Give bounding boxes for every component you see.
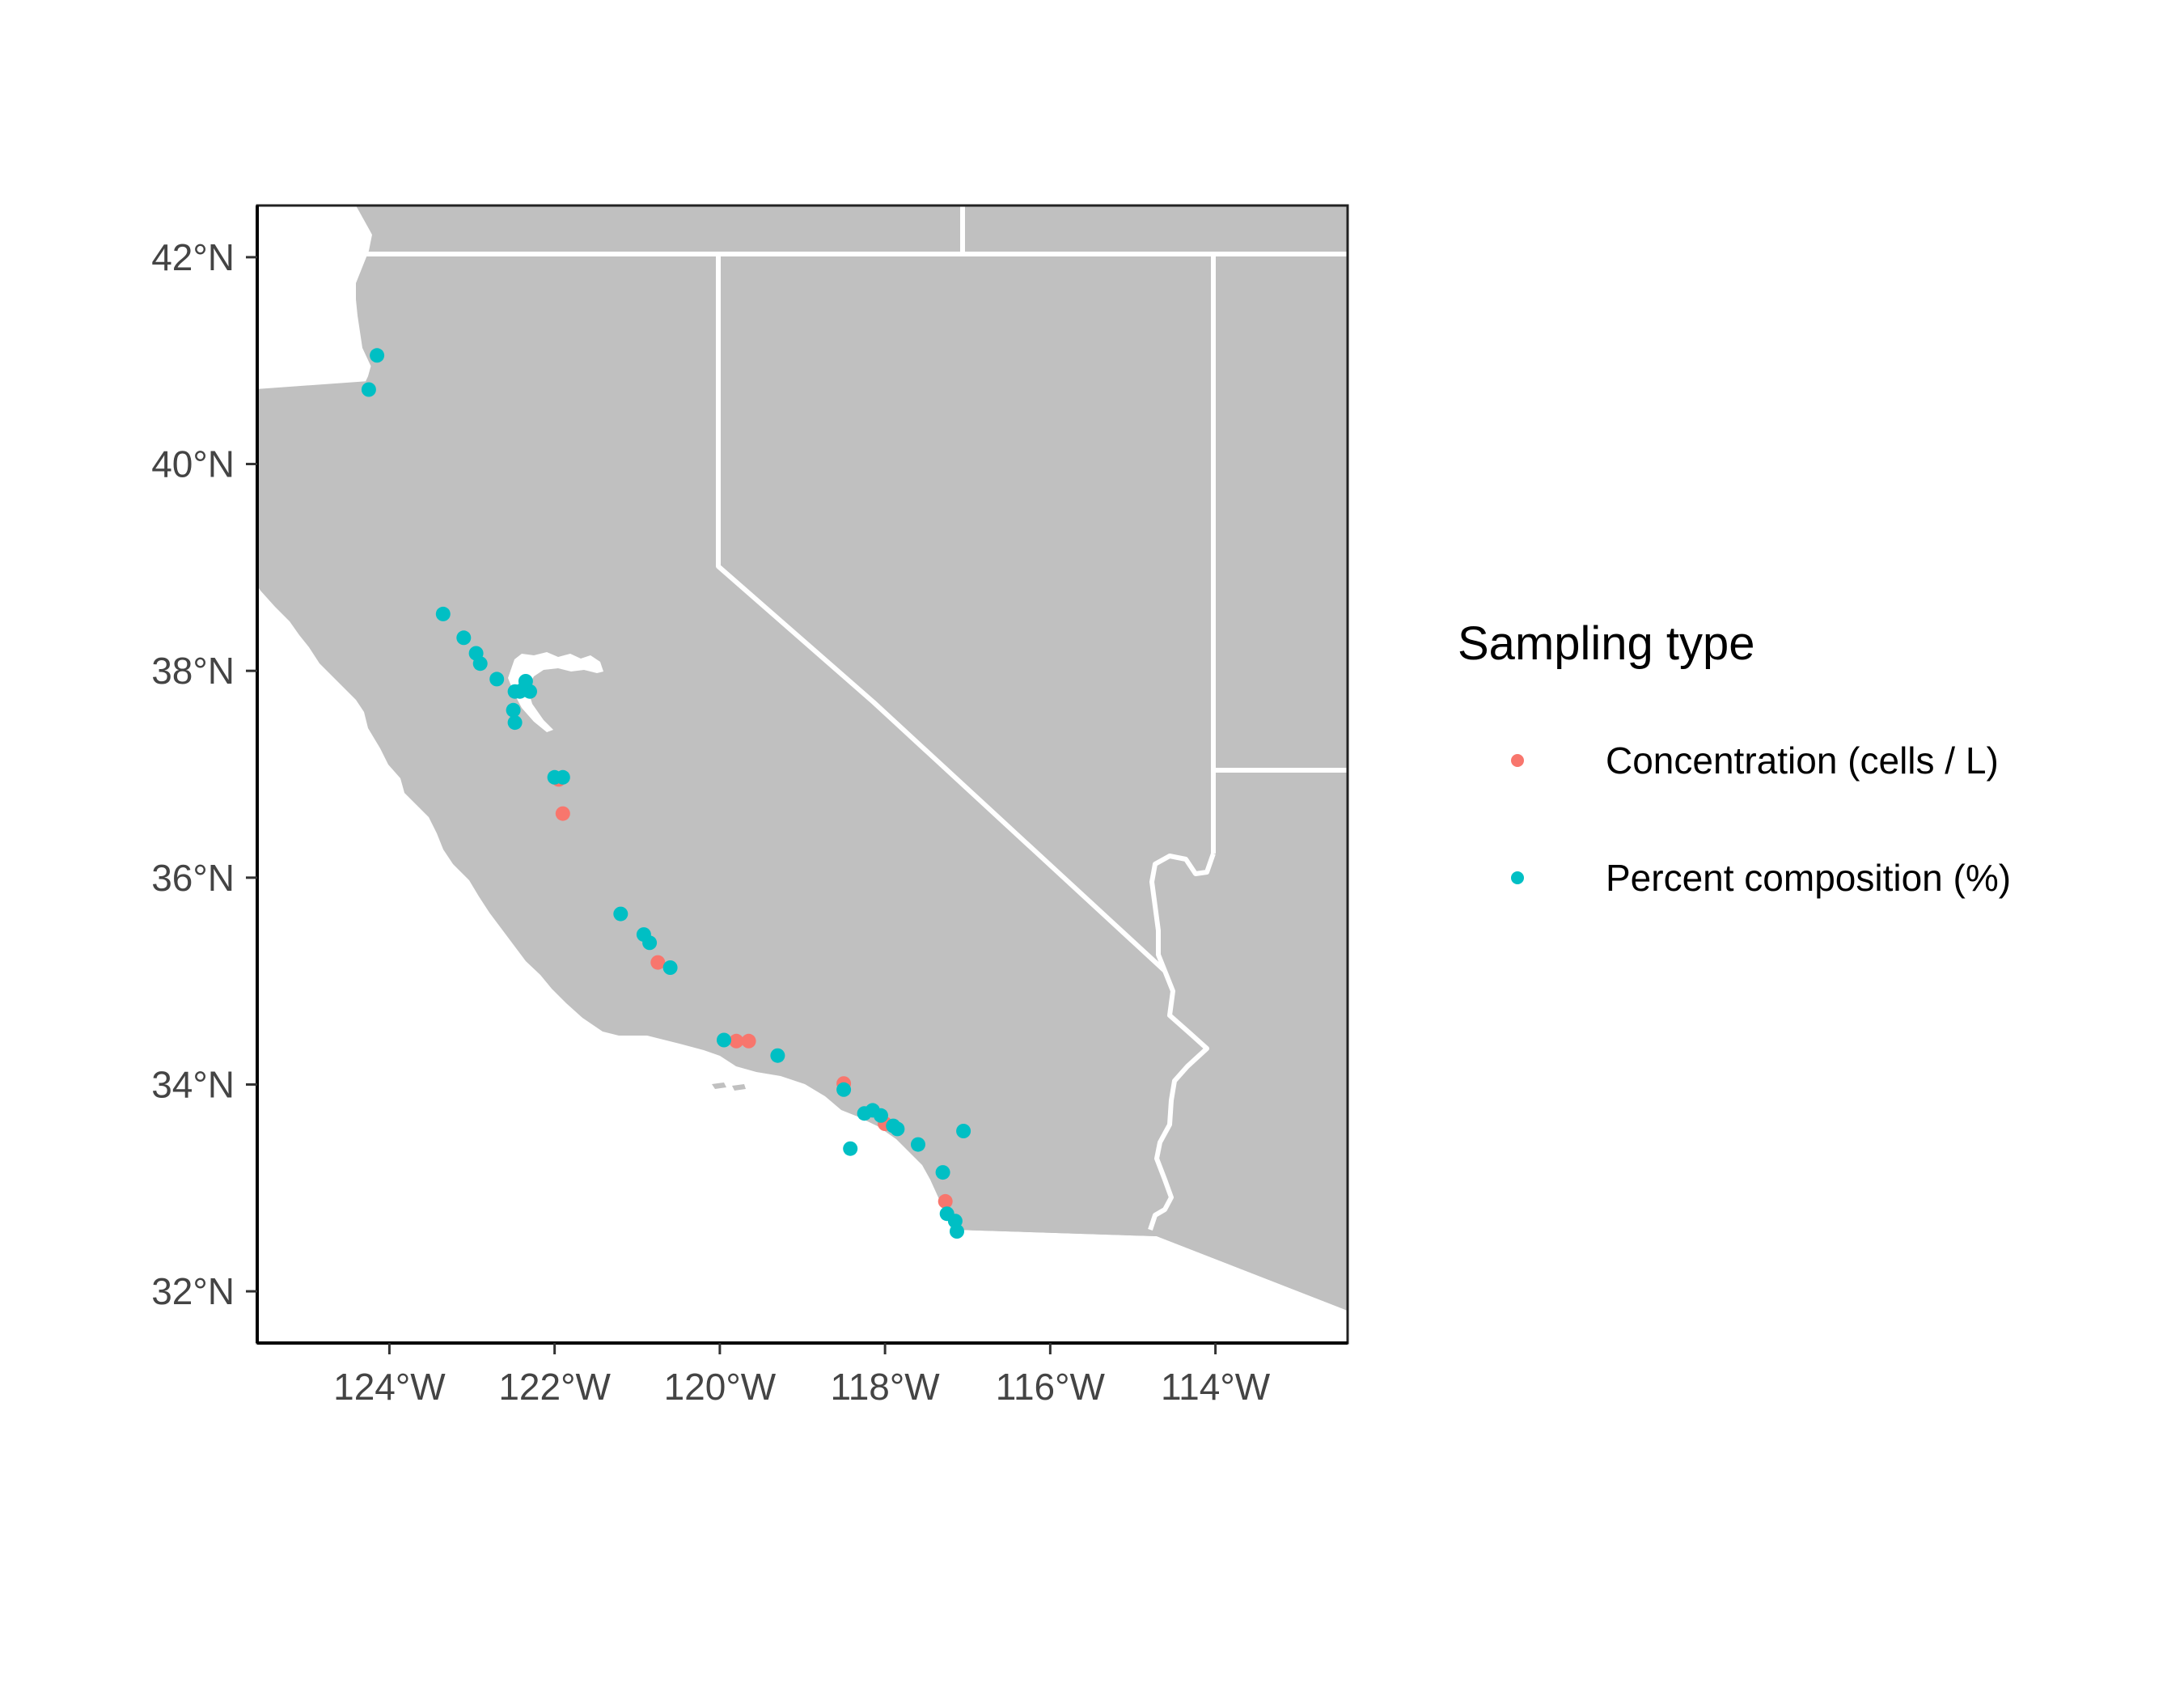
sample-point-percent-composition: [642, 935, 658, 951]
sample-point-percent-composition: [435, 606, 451, 621]
legend-key-concentration: [1511, 754, 1524, 767]
legend: Sampling type Concentration (cells / L) …: [1458, 617, 2011, 899]
sample-point-concentration: [938, 1193, 953, 1209]
sample-point-percent-composition: [472, 656, 488, 672]
sample-point-percent-composition: [370, 348, 385, 363]
sample-point-concentration: [650, 955, 666, 970]
sample-point-concentration: [555, 806, 570, 821]
x-tick-label: 124°W: [333, 1366, 446, 1408]
sample-point-percent-composition: [662, 960, 678, 975]
sample-point-percent-composition: [717, 1032, 731, 1048]
sample-point-percent-composition: [507, 715, 523, 731]
sample-point-percent-composition: [506, 702, 521, 718]
ca-nv-border: [716, 254, 1167, 973]
points-layer: [361, 348, 971, 1239]
x-tick-label: 114°W: [1161, 1366, 1271, 1408]
y-tick-label: 34°N: [151, 1063, 235, 1105]
sample-point-percent-composition: [489, 672, 505, 687]
sample-point-percent-composition: [890, 1121, 905, 1137]
land-layer: [257, 205, 1348, 1311]
colorado-river-upper: [1149, 853, 1216, 972]
sf-bay: [508, 652, 603, 732]
x-tick-label: 118°W: [831, 1366, 941, 1408]
sample-point-percent-composition: [361, 382, 376, 397]
y-tick-label: 40°N: [151, 443, 235, 485]
x-tick-label: 116°W: [996, 1366, 1106, 1408]
sample-point-percent-composition: [874, 1108, 888, 1123]
y-tick-label: 38°N: [151, 650, 235, 692]
sample-point-percent-composition: [935, 1165, 950, 1180]
sample-point-percent-composition: [613, 906, 629, 922]
x-tick-label: 122°W: [498, 1366, 611, 1408]
sample-point-percent-composition: [456, 630, 472, 646]
sample-point-percent-composition: [950, 1224, 964, 1239]
sample-point-percent-composition: [843, 1141, 858, 1156]
sample-point-concentration: [741, 1033, 756, 1049]
y-tick-label: 42°N: [151, 236, 235, 278]
legend-label-percent-composition: Percent composition (%): [1606, 857, 2011, 899]
legend-key-percent-composition: [1511, 871, 1524, 884]
y-tick-label: 32°N: [151, 1270, 235, 1312]
channel-islands: [712, 1083, 746, 1091]
state-borders: [257, 205, 1348, 1231]
california-coast: [356, 205, 1348, 1311]
sample-point-percent-composition: [518, 674, 533, 688]
sample-point-percent-composition: [911, 1137, 925, 1152]
map-panel: [256, 204, 1349, 1345]
y-ticks: 32°N 34°N 36°N 38°N 40°N 42°N: [151, 236, 257, 1312]
x-tick-label: 120°W: [664, 1366, 777, 1408]
sample-point-concentration: [729, 1033, 744, 1049]
sample-point-percent-composition: [836, 1082, 852, 1097]
legend-label-concentration: Concentration (cells / L): [1606, 739, 1999, 782]
x-ticks: 124°W 122°W 120°W 118°W 116°W 114°W: [333, 1343, 1271, 1408]
sample-point-percent-composition: [956, 1124, 971, 1138]
sample-point-percent-composition: [770, 1048, 785, 1063]
axes: 124°W 122°W 120°W 118°W 116°W 114°W 32°N34°N3…: [151, 205, 1348, 1408]
y-tick-label: 36°N: [151, 857, 235, 899]
legend-title: Sampling type: [1458, 617, 1755, 670]
colorado-river-border: [1148, 969, 1209, 1231]
sample-point-percent-composition: [555, 769, 570, 785]
